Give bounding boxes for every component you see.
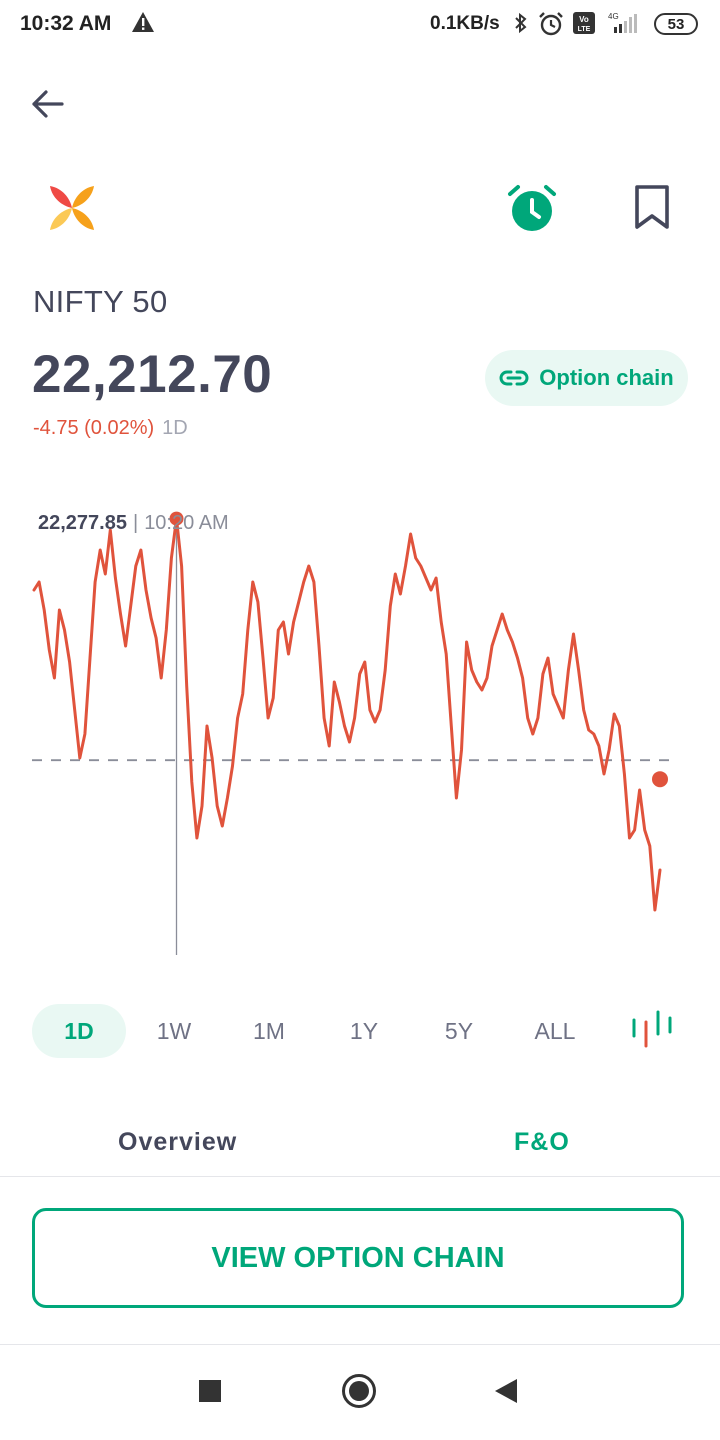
svg-text:4G: 4G: [608, 12, 619, 21]
status-time: 10:32 AM: [20, 12, 112, 35]
groww-logo: [50, 186, 94, 230]
recents-square-icon[interactable]: [198, 1379, 222, 1403]
network-speed: 0.1KB/s: [430, 13, 500, 34]
option-chain-button[interactable]: Option chain: [485, 350, 688, 406]
link-icon: [499, 370, 529, 386]
price-change-row: -4.75 (0.02%) 1D: [33, 417, 188, 440]
price-line: [32, 517, 662, 912]
divider: [0, 1344, 720, 1345]
back-button[interactable]: [24, 82, 72, 126]
signal-icon: 4G: [608, 12, 637, 33]
chart-tooltip: 22,277.85 | 10:20 AM: [38, 512, 229, 535]
home-circle-icon[interactable]: [341, 1373, 377, 1409]
bluetooth-icon: [515, 12, 527, 34]
back-triangle-icon[interactable]: [493, 1377, 519, 1405]
section-tabs: Overview F&O: [0, 1112, 720, 1177]
highlight-point: [169, 511, 184, 526]
range-tab-1y[interactable]: 1Y: [349, 1017, 379, 1044]
navigation-bar: [0, 1345, 720, 1440]
range-tabs: 1D 1W 1M 1Y 5Y ALL: [32, 1004, 692, 1058]
svg-text:LTE: LTE: [578, 26, 591, 33]
tab-overview[interactable]: Overview: [118, 1128, 238, 1156]
tab-fno[interactable]: F&O: [514, 1128, 570, 1156]
index-name: NIFTY 50: [33, 284, 168, 319]
tooltip-time: 10:20 AM: [144, 512, 229, 534]
bookmark-icon[interactable]: [628, 182, 676, 232]
view-option-chain-button[interactable]: VIEW OPTION CHAIN: [32, 1208, 684, 1308]
volte-icon: Vo LTE: [573, 12, 595, 34]
range-tab-1m[interactable]: 1M: [253, 1017, 285, 1044]
range-tab-all[interactable]: ALL: [534, 1017, 576, 1044]
alarm-clock-icon[interactable]: [504, 182, 560, 234]
battery-icon: 53: [654, 13, 698, 35]
price-chart[interactable]: [0, 490, 720, 970]
range-tab-1d[interactable]: 1D: [32, 1004, 126, 1058]
candlestick-icon[interactable]: [628, 1010, 676, 1052]
range-tab-5y[interactable]: 5Y: [444, 1017, 474, 1044]
tooltip-value: 22,277.85: [38, 512, 127, 534]
battery-level: 53: [667, 15, 685, 33]
price-change: -4.75 (0.02%): [33, 417, 155, 439]
range-tab-1w[interactable]: 1W: [156, 1017, 192, 1044]
option-chain-label: Option chain: [539, 365, 674, 390]
alarm-icon: [539, 12, 563, 36]
alert-triangle-icon: [132, 12, 154, 32]
last-price-point: [652, 771, 668, 788]
status-bar: 10:32 AM 0.1KB/s Vo LTE 4G 53: [0, 0, 720, 50]
tooltip-separator: |: [132, 512, 139, 534]
index-price: 22,212.70: [32, 345, 273, 404]
svg-text:Vo: Vo: [579, 15, 589, 24]
change-period: 1D: [162, 417, 188, 439]
